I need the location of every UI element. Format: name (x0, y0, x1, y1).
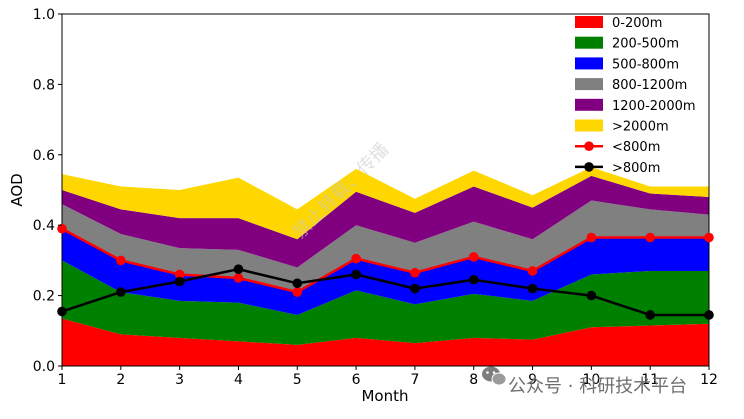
stacked-areas (62, 167, 709, 366)
point-gt-800m-11 (645, 310, 655, 320)
point-lt-800m-11 (645, 232, 655, 243)
x-tick-label-4: 4 (234, 372, 243, 388)
legend-marker-gt-800m (584, 162, 594, 172)
axes (61, 13, 710, 367)
line-lt-800m (61, 227, 709, 294)
point-gt-800m-4 (233, 264, 244, 275)
point-lt-800m-5 (292, 287, 303, 297)
point-lt-800m-12 (704, 232, 714, 243)
point-gt-800m-5 (292, 278, 303, 289)
point-lt-800m-4 (233, 273, 244, 283)
area-1200-2000m (62, 175, 709, 268)
legend-label-0-200m: 0-200m (612, 16, 662, 31)
legend-swatch-500-800m (575, 57, 603, 70)
legend-label-gt-2000m: >2000m (612, 120, 669, 135)
x-ticks: 1 2 3 4 5 6 7 8 9 10 11 12 (58, 366, 718, 388)
point-gt-800m-3 (174, 276, 185, 287)
legend-label-lt-800m: <800m (612, 140, 660, 155)
legend-swatch-800-1200m (575, 78, 603, 91)
point-lt-800m-8 (468, 252, 479, 262)
legend-label-gt-800m: >800m (612, 161, 660, 176)
point-gt-800m-12 (704, 310, 714, 320)
legend-label-1200-2000m: 1200-2000m (612, 99, 696, 114)
legend-label-800-1200m: 800-1200m (612, 78, 687, 93)
lines (57, 223, 714, 320)
wechat-icon (482, 366, 507, 386)
legend-marker-lt-800m (584, 141, 594, 151)
point-lt-800m-10 (586, 232, 597, 243)
point-lt-800m-9 (527, 266, 538, 276)
point-lt-800m-3 (174, 269, 185, 280)
point-lt-800m-6 (351, 253, 361, 264)
y-tick-label-0.6: 0.6 (33, 148, 55, 164)
point-lt-800m-2 (116, 255, 126, 266)
area-500-800m (62, 228, 709, 315)
legend-swatch-gt-2000m (575, 119, 603, 132)
x-tick-label-9: 9 (528, 372, 537, 388)
area-800-1200m (62, 200, 709, 293)
area-0-200m (62, 318, 709, 366)
point-lt-800m-7 (410, 267, 420, 278)
legend-swatch-1200-2000m (575, 98, 603, 111)
area-200-500m (62, 260, 709, 345)
x-tick-label-7: 7 (410, 372, 419, 388)
y-tick-label-0.4: 0.4 (33, 218, 55, 234)
x-tick-label-12: 12 (700, 372, 718, 388)
x-tick-label-6: 6 (352, 372, 361, 388)
point-gt-800m-1 (57, 306, 67, 317)
point-gt-800m-2 (116, 287, 126, 297)
x-tick-label-8: 8 (469, 372, 478, 388)
plot-frame (61, 13, 710, 367)
point-gt-800m-7 (410, 283, 420, 294)
line-gt-800m (61, 267, 709, 317)
y-tick-label-1.0: 1.0 (33, 7, 55, 23)
point-gt-800m-10 (586, 290, 597, 301)
y-ticks: 0.0 0.2 0.4 0.6 0.8 1.0 (33, 7, 62, 375)
legend: 0-200m 200-500m 500-800m 800-1200m 1200-2000… (575, 16, 696, 176)
y-tick-label-0.2: 0.2 (33, 289, 55, 305)
x-tick-label-3: 3 (175, 372, 184, 388)
x-tick-label-11: 11 (641, 372, 659, 388)
y-axis-label: AOD (8, 173, 26, 206)
x-tick-label-1: 1 (58, 372, 67, 388)
point-gt-800m-8 (468, 274, 479, 285)
point-gt-800m-6 (351, 269, 361, 280)
x-tick-label-10: 10 (582, 372, 600, 388)
legend-label-200-500m: 200-500m (612, 37, 679, 52)
legend-label-500-800m: 500-800m (612, 57, 679, 72)
legend-swatch-200-500m (575, 36, 603, 49)
legend-swatch-0-200m (575, 16, 603, 28)
footer-watermark-text: 公众号 · 科研技术平台 (508, 376, 687, 397)
x-tick-label-5: 5 (293, 372, 302, 388)
y-tick-label-0.0: 0.0 (33, 359, 55, 375)
area-gt-2000m (62, 167, 709, 240)
point-lt-800m-1 (57, 223, 67, 234)
x-tick-label-2: 2 (116, 372, 125, 388)
x-axis-label: Month (361, 387, 408, 405)
y-tick-label-0.8: 0.8 (33, 77, 55, 93)
point-gt-800m-9 (527, 283, 538, 294)
wechat-watermark: 公众号 · 科研技术平台 (482, 366, 687, 397)
